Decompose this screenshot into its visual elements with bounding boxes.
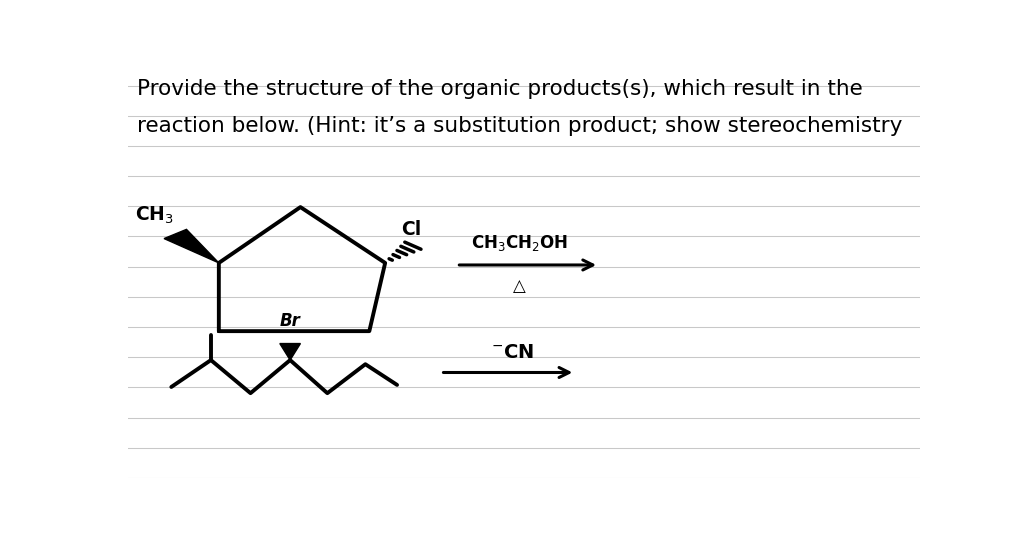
Text: Br: Br xyxy=(280,313,300,330)
Text: CH$_3$CH$_2$OH: CH$_3$CH$_2$OH xyxy=(471,233,568,252)
Text: Provide the structure of the organic products(s), which result in the: Provide the structure of the organic pro… xyxy=(137,79,863,99)
Text: △: △ xyxy=(513,278,526,295)
Text: reaction below. (Hint: it’s a substitution product; show stereochemistry: reaction below. (Hint: it’s a substituti… xyxy=(137,116,902,136)
Text: $^{-}$CN: $^{-}$CN xyxy=(491,343,533,362)
Text: Cl: Cl xyxy=(401,220,421,240)
Polygon shape xyxy=(280,344,300,360)
Polygon shape xyxy=(165,229,219,263)
Text: CH$_3$: CH$_3$ xyxy=(135,205,174,226)
